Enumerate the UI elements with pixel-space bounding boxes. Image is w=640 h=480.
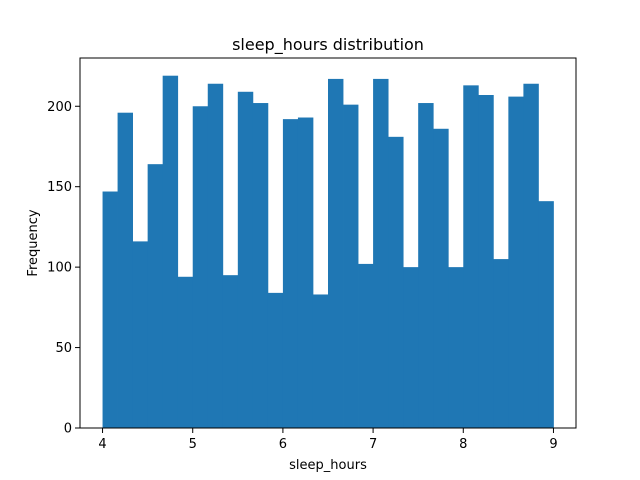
- y-axis-ticks: 0 50 100 150 200: [47, 100, 80, 437]
- histogram-bar: [237, 91, 254, 428]
- histogram-bar: [117, 112, 133, 428]
- histogram-bar: [132, 241, 149, 428]
- histogram-bar: [147, 164, 164, 429]
- histogram-bar: [358, 263, 374, 428]
- histogram-bar: [312, 294, 329, 428]
- histogram-bar: [388, 136, 404, 428]
- histogram-bar: [478, 95, 494, 428]
- histogram-bar: [538, 201, 554, 428]
- histogram-bar: [403, 267, 419, 428]
- histogram-bar: [493, 259, 509, 428]
- histogram-bar: [448, 267, 464, 428]
- histogram-bar: [267, 292, 284, 428]
- chart-title: sleep_hours distribution: [232, 35, 424, 55]
- histogram-bar: [207, 83, 224, 429]
- x-axis-ticks: 4 5 6 7 8 9: [98, 428, 558, 452]
- histogram-bar: [373, 78, 389, 428]
- x-axis-label: sleep_hours: [289, 458, 367, 473]
- histogram-bar: [222, 275, 239, 428]
- plot-frame: [79, 57, 577, 429]
- x-tick-label: 4: [98, 437, 106, 452]
- histogram-bar: [508, 96, 524, 429]
- y-tick-label: 50: [55, 341, 72, 356]
- y-tick-label: 150: [47, 180, 72, 195]
- histogram-bar: [102, 191, 118, 428]
- x-tick-label: 7: [369, 437, 377, 452]
- histogram-bar: [282, 119, 299, 428]
- histogram-bar: [162, 75, 179, 428]
- histogram-bar: [177, 276, 194, 428]
- x-tick-label: 6: [279, 437, 287, 452]
- y-tick-label: 200: [47, 100, 72, 115]
- y-axis-label: Frequency: [26, 209, 41, 276]
- y-tick-label: 100: [47, 261, 72, 276]
- histogram-bar: [192, 106, 209, 428]
- histogram-bar: [523, 83, 539, 429]
- x-tick-label: 9: [549, 437, 557, 452]
- histogram-bar: [418, 103, 434, 428]
- x-tick-label: 8: [459, 437, 467, 452]
- histogram-bar: [328, 78, 344, 428]
- y-tick-label: 0: [64, 422, 72, 437]
- histogram-bar: [463, 85, 479, 428]
- histogram-bar: [297, 117, 314, 429]
- histogram-bar: [252, 103, 269, 428]
- histogram-bar: [433, 128, 449, 428]
- histogram-bar: [343, 104, 359, 429]
- histogram-bars: [102, 75, 554, 429]
- x-tick-label: 5: [189, 437, 197, 452]
